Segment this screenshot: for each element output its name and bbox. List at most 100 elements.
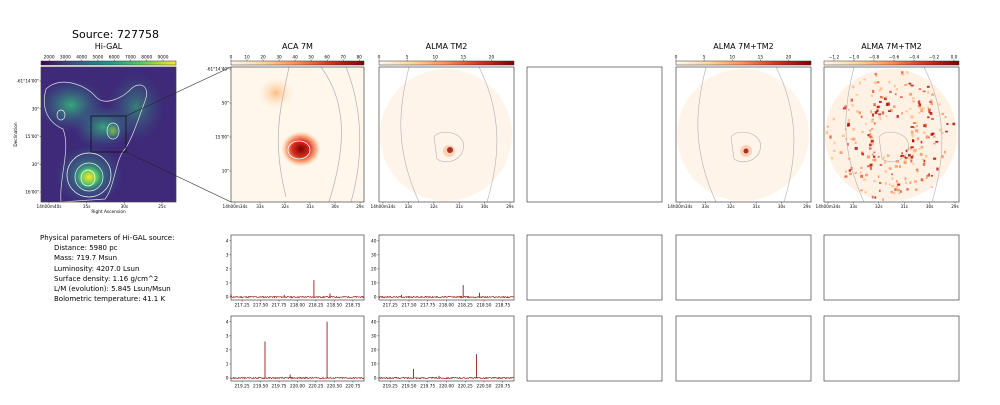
- noise-speckle: [918, 106, 922, 109]
- contour: [697, 67, 717, 202]
- aca-7m-2-y-tick-label: -61°14'40": [206, 67, 229, 72]
- noise-speckle: [870, 120, 874, 123]
- noise-speckle: [926, 85, 930, 88]
- noise-speckle: [878, 113, 882, 116]
- noise-speckle: [916, 125, 919, 127]
- alma-tm2-3-title: ALMA TM2: [426, 42, 468, 51]
- noise-speckle: [878, 100, 882, 103]
- noise-speckle: [936, 167, 939, 171]
- noise-speckle: [910, 155, 914, 159]
- noise-speckle: [946, 122, 949, 126]
- hi-gal-1-y-tick-label: 30": [32, 162, 39, 167]
- spectrum-y-tick-label: 20: [371, 266, 377, 272]
- noise-speckle: [903, 160, 907, 165]
- noise-speckle: [910, 84, 914, 87]
- spectrum-x-tick-label: 220.25: [308, 384, 323, 390]
- spectrum-x-tick-label: 217.25: [383, 303, 398, 309]
- spectrum-x-tick-label: 220.50: [327, 384, 342, 390]
- hi-gal-1-colorbar-tick-label: 2000: [44, 55, 55, 61]
- noise-speckle: [873, 179, 876, 183]
- map-panel-2: ACA 7M 0 10 20 30 40 50 60 70 80 14h00m34s 33s 32s 31…: [206, 42, 365, 209]
- noise-speckle: [910, 146, 914, 149]
- noise-speckle: [907, 154, 911, 157]
- spectrum-x-tick-label: 218.50: [327, 303, 342, 309]
- noise-speckle: [864, 173, 868, 177]
- spectrum-frame: [378, 315, 515, 382]
- noise-speckle: [909, 92, 913, 96]
- noise-speckle: [904, 177, 907, 181]
- noise-speckle: [890, 190, 894, 194]
- noise-speckle: [839, 151, 843, 154]
- noise-speckle: [891, 177, 894, 180]
- hi-gal-1-x-tick-label: 25s: [158, 204, 166, 209]
- hi-gal-1-y-tick-label: 15'00": [25, 134, 39, 139]
- spectrum-x-tick-label: 217.50: [253, 303, 268, 309]
- noise-speckle: [918, 103, 922, 107]
- spectrum-frame: [378, 234, 515, 301]
- noise-speckle: [923, 161, 926, 165]
- alma-7m-tm2-6-title: ALMA 7M+TM2: [861, 42, 921, 51]
- noise-speckle: [941, 131, 944, 134]
- alma-7m-tm2-6-colorbar-tick-label: −1.0: [849, 55, 860, 61]
- spectrum-x-tick-label: 220.75: [345, 384, 360, 390]
- noise-speckle: [874, 72, 877, 76]
- aca-7m-2-colorbar-tick-label: 40: [292, 55, 298, 61]
- noise-speckle: [858, 81, 861, 85]
- aca-7m-2-y-tick-label: 50": [222, 101, 229, 106]
- noise-speckle: [921, 158, 924, 161]
- noise-speckle: [905, 110, 909, 113]
- noise-speckle: [924, 154, 928, 158]
- compact-source: [447, 147, 453, 153]
- aca-7m-2-colorbar-tick-label: 70: [340, 55, 346, 61]
- noise-speckle: [847, 108, 850, 111]
- noise-speckle: [872, 155, 876, 158]
- noise-speckle: [870, 137, 874, 140]
- noise-speckle: [883, 161, 887, 164]
- noise-speckle: [918, 88, 922, 90]
- noise-speckle: [945, 130, 948, 133]
- noise-speckle: [901, 71, 904, 75]
- noise-speckle: [872, 113, 875, 117]
- noise-speckle: [881, 95, 884, 99]
- noise-speckle: [898, 165, 901, 168]
- noise-speckle: [903, 155, 906, 159]
- noise-speckle: [914, 188, 918, 191]
- noise-speckle: [894, 188, 897, 192]
- spectrum-y-tick-label: 0: [374, 295, 377, 301]
- noise-speckle: [832, 117, 836, 121]
- aca-7m-2-x-tick-label: 30s: [331, 204, 339, 209]
- noise-speckle: [909, 146, 913, 150]
- noise-speckle: [929, 100, 933, 103]
- emission-region: [108, 73, 164, 141]
- noise-speckle: [911, 97, 915, 100]
- contour: [106, 122, 120, 140]
- noise-speckle: [928, 110, 931, 114]
- spectrum-y-tick-label: 1: [226, 280, 229, 286]
- params-heading: Physical parameters of Hi-GAL source:: [40, 234, 175, 242]
- aca-7m-2-y-tick-label: 10": [222, 169, 229, 174]
- hi-gal-1-colorbar: [40, 60, 177, 66]
- noise-speckle: [884, 97, 887, 101]
- noise-speckle: [904, 157, 908, 159]
- alma-7m-tm2-5-title: ALMA 7M+TM2: [713, 42, 773, 51]
- noise-speckle: [891, 184, 895, 188]
- aca-7m-2-colorbar-tick-label: 0: [230, 55, 233, 61]
- noise-speckle: [868, 147, 872, 150]
- aca-7m-2-colorbar-tick-label: 60: [324, 55, 330, 61]
- noise-speckle: [888, 167, 892, 170]
- noise-speckle: [860, 174, 864, 178]
- noise-speckle: [922, 163, 926, 166]
- spectrum-y-tick-label: 20: [371, 347, 377, 353]
- spectrum-x-tick-label: 218.00: [290, 303, 305, 309]
- alma-7m-tm2-6-image: [824, 67, 959, 202]
- noise-speckle: [923, 159, 926, 162]
- noise-speckle: [915, 121, 918, 125]
- param-luminosity: Luminosity: 4207.0 Lsun: [54, 264, 140, 273]
- noise-speckle: [893, 192, 896, 195]
- aca-7m-2-x-tick-label: 31s: [306, 204, 314, 209]
- noise-speckle: [916, 169, 919, 173]
- noise-speckle: [855, 93, 859, 96]
- aca-7m-2-x-tick-label: 32s: [281, 204, 289, 209]
- alma-tm2-3-colorbar-tick-label: 5: [406, 55, 409, 61]
